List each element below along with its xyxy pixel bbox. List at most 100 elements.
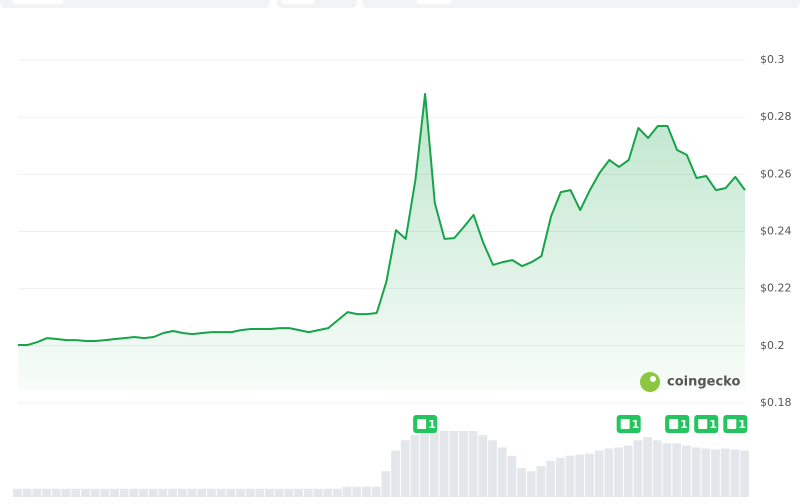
volume-bar xyxy=(51,488,61,497)
volume-bar xyxy=(720,448,730,497)
volume-bar xyxy=(119,488,129,497)
volume-bar xyxy=(614,447,623,497)
volume-bar xyxy=(274,488,284,497)
event-badge: 1 xyxy=(413,415,438,433)
volume-bar xyxy=(439,431,449,497)
event-badge: 1 xyxy=(665,415,690,433)
volume-bar xyxy=(245,488,255,497)
volume-bar xyxy=(265,488,274,497)
volume-bar xyxy=(507,455,517,497)
y-tick-label: $0.24 xyxy=(760,225,792,238)
volume-bar xyxy=(207,488,216,497)
volume-bar xyxy=(13,488,22,497)
badge-label: 1 xyxy=(680,418,688,431)
volume-bar xyxy=(333,488,342,497)
volume-bar xyxy=(517,468,526,497)
volume-bar xyxy=(594,450,604,497)
volume-bar xyxy=(555,457,565,497)
tab[interactable] xyxy=(416,0,452,4)
y-tick-label: $0.28 xyxy=(760,110,792,123)
badge-icon xyxy=(417,419,427,429)
volume-bar xyxy=(362,486,371,497)
volume-bar xyxy=(546,460,556,497)
volume-bar xyxy=(22,488,32,497)
volume-bar xyxy=(575,454,585,497)
volume-bar xyxy=(284,488,294,497)
y-tick-label: $0.22 xyxy=(760,282,792,295)
tab-bar[interactable] xyxy=(0,0,270,8)
volume-bar xyxy=(71,488,81,497)
volume-bar xyxy=(497,447,507,497)
badge-label: 1 xyxy=(428,418,436,431)
volume-bar xyxy=(187,488,197,497)
volume-bar xyxy=(342,486,352,497)
volume-bar xyxy=(468,431,478,497)
volume-bar xyxy=(740,450,749,497)
volume-bar xyxy=(459,431,468,497)
volume-bar xyxy=(478,435,488,497)
volume-bar xyxy=(148,488,158,497)
tab[interactable] xyxy=(281,0,315,4)
volume-bar xyxy=(216,488,226,497)
volume-bar xyxy=(565,455,575,497)
volume-bar xyxy=(32,488,42,497)
volume-bar xyxy=(652,440,662,497)
volume-bar xyxy=(158,488,168,497)
badge-icon xyxy=(727,419,737,429)
volume-bar xyxy=(585,453,594,497)
volume-bar xyxy=(168,488,177,497)
badge-icon xyxy=(620,419,630,429)
volume-bar xyxy=(420,433,429,497)
logo-eye xyxy=(650,376,656,382)
y-tick-label: $0.26 xyxy=(760,167,792,180)
tab-bar[interactable] xyxy=(362,0,800,8)
event-badge: 1 xyxy=(616,415,641,433)
volume-bar xyxy=(691,447,701,497)
logo xyxy=(640,372,660,392)
volume-bar xyxy=(672,443,682,497)
volume-bar xyxy=(410,435,420,497)
volume-bar xyxy=(42,488,51,497)
volume-bar xyxy=(662,443,672,497)
badge-label: 1 xyxy=(632,418,640,431)
volume-bar xyxy=(536,466,546,497)
badge-label: 1 xyxy=(738,418,746,431)
volume-bar xyxy=(730,449,740,497)
volume-bar xyxy=(449,431,459,497)
y-tick-label: $0.3 xyxy=(760,53,785,66)
volume-bar xyxy=(294,488,303,497)
volume-bar xyxy=(643,437,652,497)
price-line xyxy=(18,93,746,346)
volume-bar xyxy=(100,488,110,497)
badge-icon xyxy=(698,419,708,429)
volume-bar xyxy=(236,488,245,497)
watermark: coingecko xyxy=(667,375,740,390)
y-tick-label: $0.18 xyxy=(760,396,792,409)
volume-bar xyxy=(400,440,410,497)
tab[interactable] xyxy=(12,0,64,4)
volume-bar xyxy=(381,471,391,497)
volume-bar xyxy=(226,488,236,497)
volume-bar xyxy=(61,488,71,497)
volume-bar xyxy=(81,488,90,497)
volume-bar xyxy=(129,488,139,497)
volume-bar xyxy=(139,488,148,497)
volume-bar xyxy=(177,488,187,497)
volume-bar xyxy=(604,448,614,497)
volume-bar xyxy=(429,432,439,497)
volume-bar xyxy=(352,486,362,497)
volume-bar xyxy=(371,486,381,497)
volume-bar xyxy=(90,488,100,497)
volume-bar xyxy=(303,488,313,497)
event-badge: 1 xyxy=(694,415,719,433)
volume-bar xyxy=(313,488,323,497)
volume-bar xyxy=(488,440,497,497)
badge-label: 1 xyxy=(709,418,717,431)
volume-bar xyxy=(255,488,265,497)
volume-bar xyxy=(623,445,633,497)
badge-icon xyxy=(669,419,679,429)
volume-bar xyxy=(681,445,691,497)
volume-bar xyxy=(526,471,536,497)
